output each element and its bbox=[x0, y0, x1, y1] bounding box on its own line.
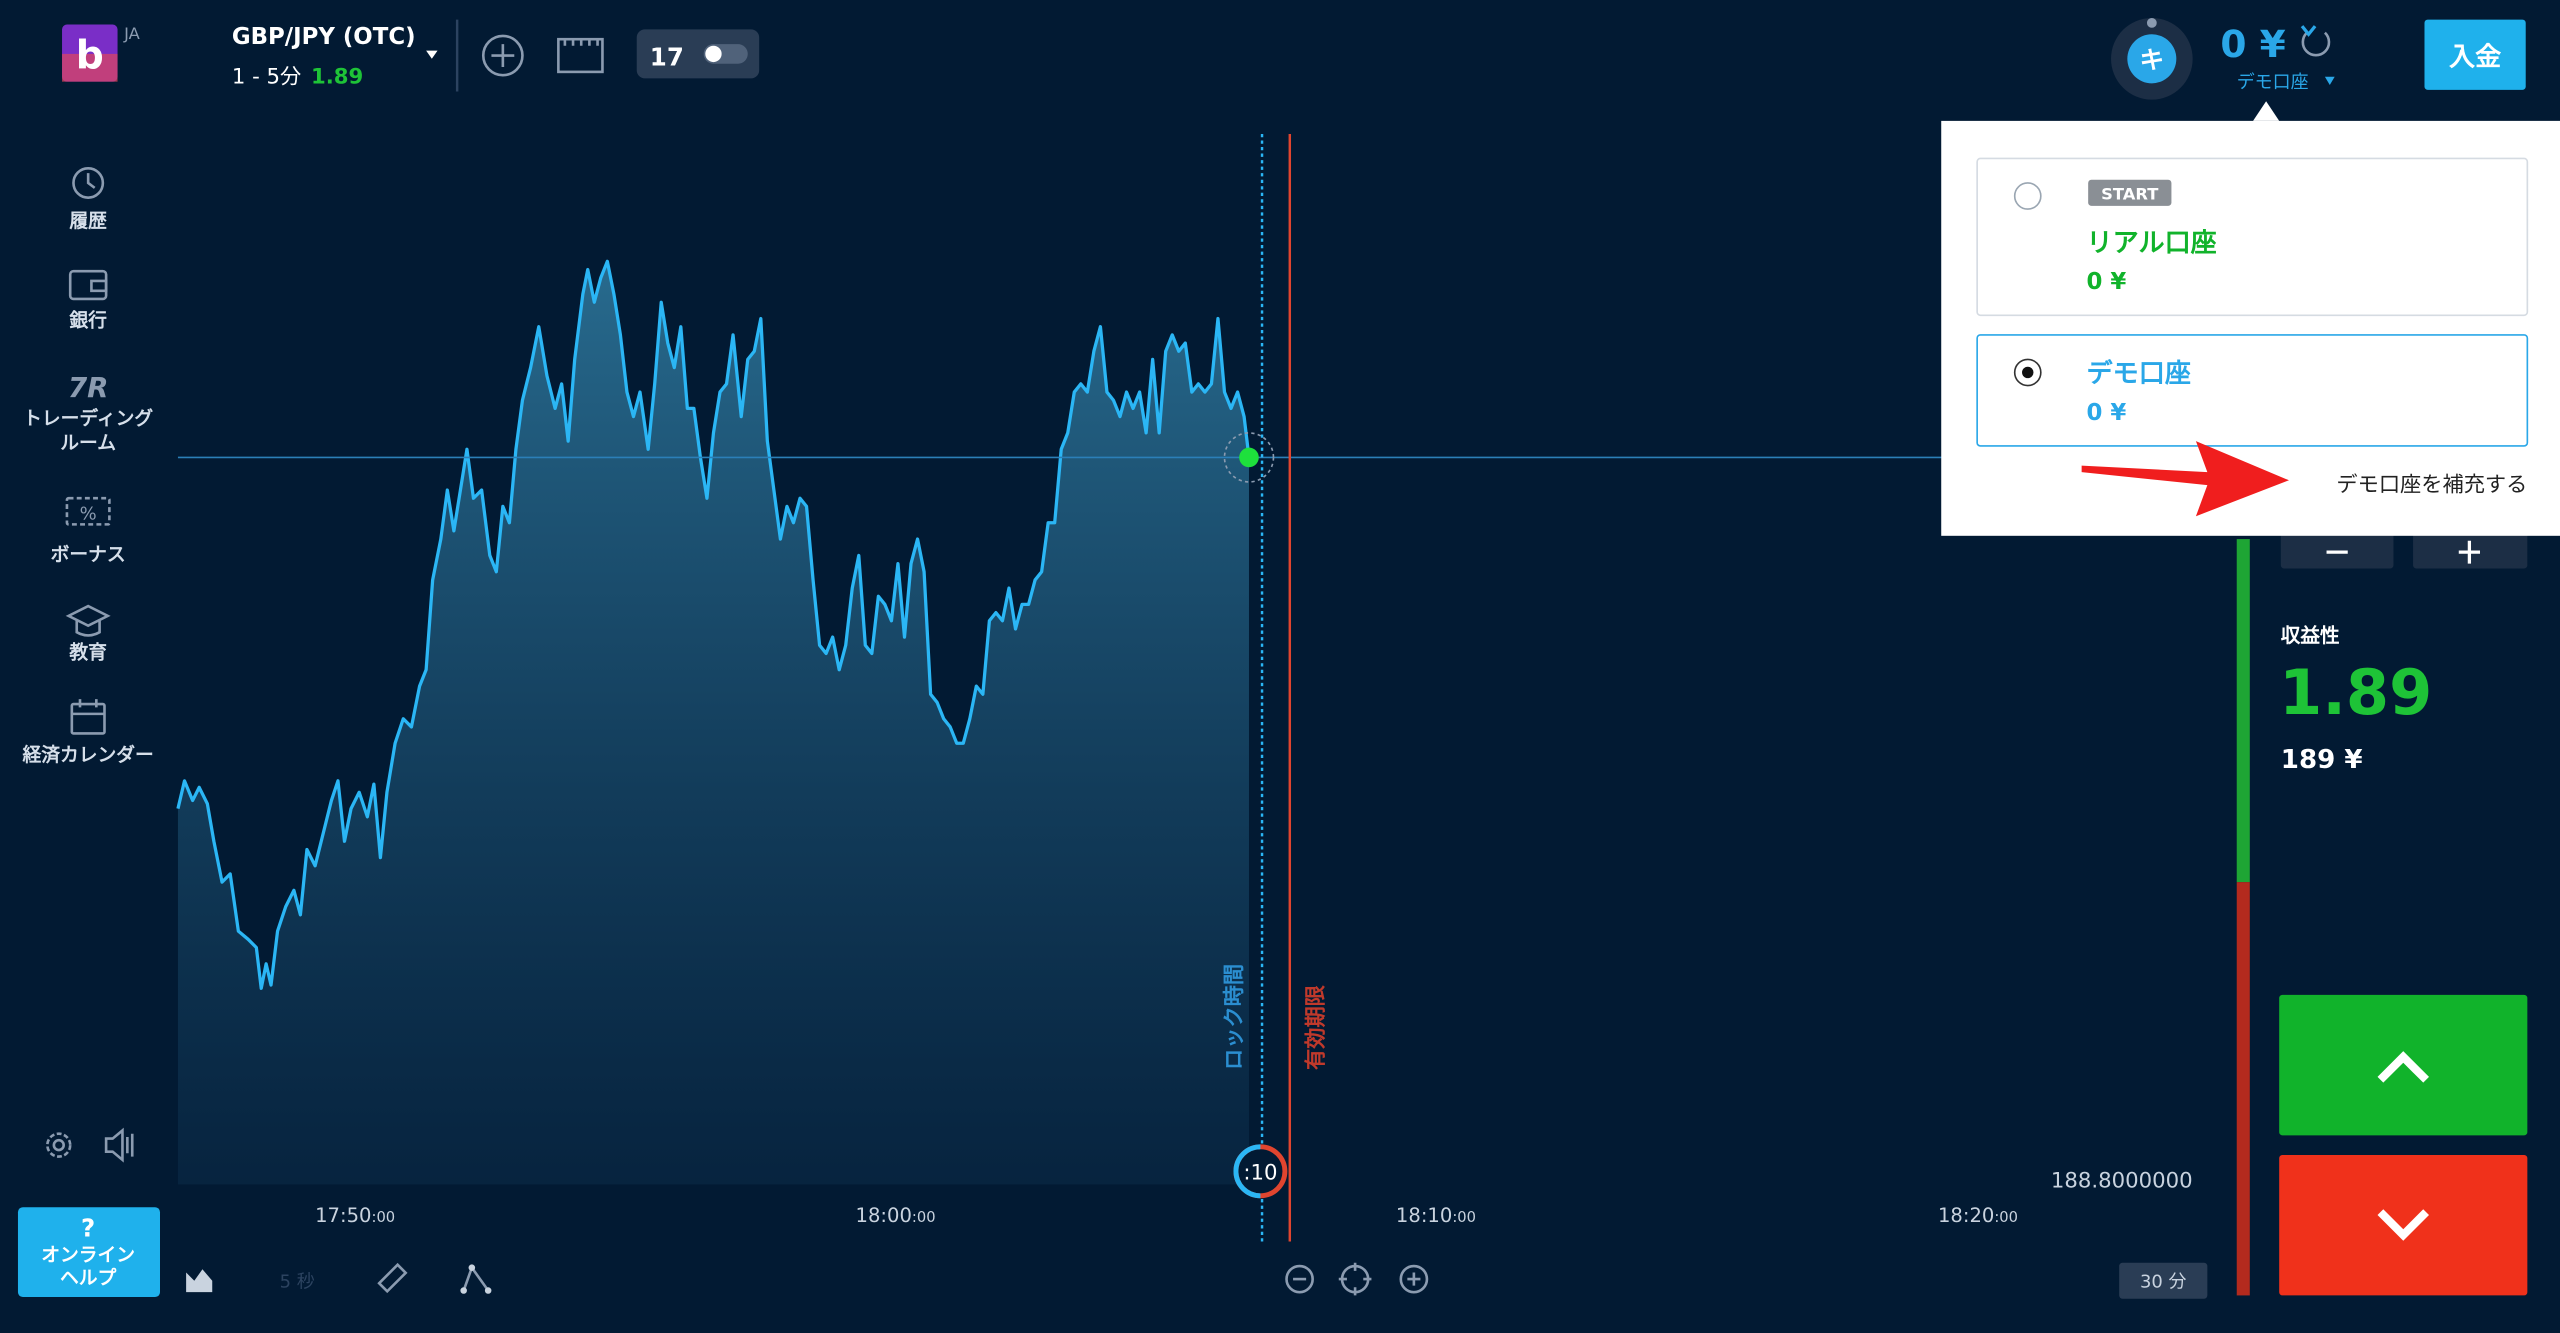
real-account-option[interactable]: START リアル口座 0 ¥ bbox=[1976, 157, 2529, 317]
chart: ロック時間 有効期限 :10 188.8000000 17:50:00 18:0… bbox=[176, 133, 2221, 1242]
sidebar-label: 履歴 bbox=[69, 210, 107, 232]
avatar-letter: キ bbox=[2140, 46, 2164, 75]
ruler-tool[interactable] bbox=[377, 1262, 408, 1294]
sidebar-label: トレーディング bbox=[23, 407, 153, 430]
lock-time-label: ロック時間 bbox=[1222, 964, 1247, 1070]
x-tick-label: 17:50:00 bbox=[315, 1204, 395, 1227]
call-button[interactable] bbox=[2279, 994, 2528, 1136]
deposit-button[interactable]: 入金 bbox=[2424, 19, 2526, 90]
expiry-label: 有効期限 bbox=[1302, 984, 1328, 1070]
sidebar-bank[interactable]: 銀行 bbox=[68, 269, 108, 332]
tick-seconds: :00 bbox=[912, 1209, 936, 1226]
tick-seconds: :00 bbox=[372, 1209, 396, 1226]
drawing-tool[interactable] bbox=[460, 1264, 492, 1294]
payout-amount: 189 ¥ bbox=[2281, 745, 2363, 775]
deposit-label: 入金 bbox=[2449, 42, 2502, 72]
account-balance: 0 ¥ bbox=[2087, 400, 2127, 426]
chart-type-button[interactable] bbox=[186, 1269, 213, 1293]
account-dropdown[interactable] bbox=[2324, 76, 2335, 85]
tick-time: 18:20 bbox=[1938, 1204, 1994, 1227]
zoom-in[interactable] bbox=[1399, 1264, 1429, 1294]
timeframe-label: 30 分 bbox=[2140, 1271, 2187, 1292]
refresh-balance[interactable] bbox=[2300, 25, 2331, 57]
layout-button[interactable] bbox=[557, 37, 604, 74]
profit-label: 収益性 bbox=[2281, 624, 2340, 647]
sidebar-bonus[interactable]: % ボーナス bbox=[51, 496, 126, 565]
help-label: オンライン bbox=[41, 1245, 135, 1266]
tick-time: 18:00 bbox=[856, 1204, 912, 1227]
account-type[interactable]: デモ口座 bbox=[2237, 72, 2309, 93]
timer-progress bbox=[1233, 1144, 1261, 1199]
price-area bbox=[177, 261, 1249, 1185]
account-balance: 0 ¥ bbox=[2087, 269, 2127, 295]
timer: :10 bbox=[1243, 1160, 1277, 1185]
language[interactable]: JA bbox=[123, 24, 141, 43]
x-tick-label: 18:20:00 bbox=[1938, 1204, 2018, 1227]
annotation-arrow bbox=[2081, 441, 2289, 517]
price-line bbox=[176, 259, 1251, 990]
refill-link[interactable]: デモ口座を補充する bbox=[2336, 473, 2527, 498]
zoom-reset[interactable] bbox=[1338, 1262, 1372, 1296]
payout: 1.89 bbox=[311, 64, 363, 89]
sidebar-label: 経済カレンダー bbox=[21, 743, 153, 766]
x-tick-label: 18:00:00 bbox=[856, 1204, 936, 1227]
balance[interactable]: 0 ¥ bbox=[2220, 22, 2285, 66]
tick-time: 17:50 bbox=[315, 1204, 371, 1227]
x-tick-label: 18:10:00 bbox=[1396, 1204, 1476, 1227]
bonus-icon: % bbox=[80, 503, 97, 524]
demo-account-option[interactable]: デモ口座 0 ¥ bbox=[1976, 334, 2529, 447]
current-point bbox=[1239, 447, 1259, 468]
sidebar-label: ルーム bbox=[60, 433, 116, 454]
price-label: 188.8000000 bbox=[2051, 1169, 2193, 1194]
current-point-ring bbox=[1223, 432, 1275, 483]
sidebar-label: 教育 bbox=[68, 640, 107, 663]
tick-seconds: :00 bbox=[1452, 1209, 1476, 1226]
logo-letter: b bbox=[76, 34, 104, 79]
asset[interactable]: GBP/JPY (OTC) bbox=[232, 24, 416, 50]
tv-icon: 17 bbox=[650, 42, 684, 71]
tick-time: 18:10 bbox=[1396, 1204, 1452, 1227]
profit-rate: 1.89 bbox=[2279, 656, 2432, 729]
sentiment-down bbox=[2236, 882, 2250, 1296]
logo[interactable]: b bbox=[62, 24, 118, 82]
profile[interactable]: キ bbox=[2111, 17, 2193, 100]
sound[interactable] bbox=[104, 1127, 134, 1163]
timeframe-button[interactable]: 30 分 bbox=[2119, 1262, 2208, 1299]
help-icon: ? bbox=[81, 1214, 95, 1243]
tradingview-toggle[interactable]: 17 bbox=[636, 29, 760, 79]
asset-dropdown[interactable] bbox=[426, 50, 438, 59]
timeframe: 1 - 5分 bbox=[232, 64, 301, 89]
asset-info: 1 - 5分 1.89 bbox=[232, 64, 363, 89]
sentiment-up bbox=[2236, 539, 2250, 883]
put-button[interactable] bbox=[2279, 1154, 2528, 1296]
logo-shade bbox=[62, 53, 118, 82]
trading-room-icon: 7R bbox=[68, 371, 109, 404]
sidebar-label: ボーナス bbox=[51, 543, 126, 565]
sidebar-calendar[interactable]: 経済カレンダー bbox=[21, 699, 154, 766]
tick-seconds: :00 bbox=[1994, 1209, 2018, 1226]
sidebar-label: 銀行 bbox=[68, 309, 107, 332]
sidebar-history[interactable]: 履歴 bbox=[69, 166, 107, 232]
add-chart[interactable] bbox=[481, 34, 524, 77]
sidebar-education[interactable]: 教育 bbox=[65, 604, 111, 663]
menu-notch bbox=[2253, 101, 2280, 121]
account-name: リアル口座 bbox=[2087, 228, 2217, 259]
interval-button[interactable]: 5 秒 bbox=[280, 1271, 315, 1292]
account-name: デモ口座 bbox=[2087, 358, 2191, 389]
account-badge: START bbox=[2101, 184, 2159, 203]
help-label: ヘルプ bbox=[60, 1266, 117, 1289]
zoom-out[interactable] bbox=[1285, 1264, 1314, 1294]
account-menu: START リアル口座 0 ¥ デモ口座 0 ¥ デモ口座を補充する bbox=[1941, 101, 2560, 536]
